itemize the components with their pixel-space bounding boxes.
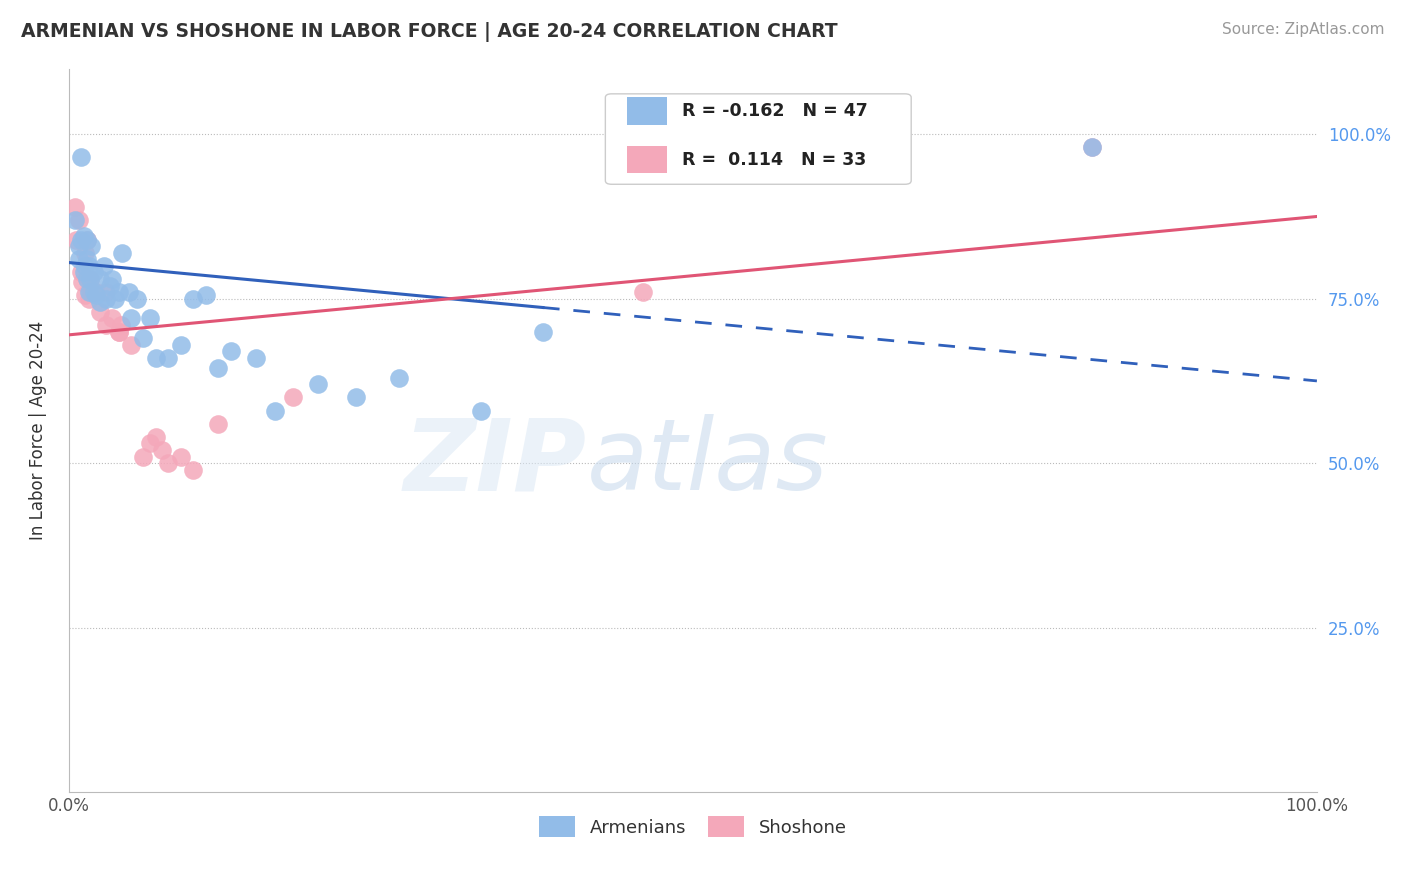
Point xyxy=(307,377,329,392)
Point xyxy=(84,288,107,302)
Point xyxy=(79,272,101,286)
Point xyxy=(183,463,205,477)
Point xyxy=(89,272,111,286)
Point xyxy=(89,305,111,319)
Point xyxy=(219,344,242,359)
Point xyxy=(65,233,87,247)
Point xyxy=(170,337,193,351)
Point xyxy=(283,390,305,404)
Point xyxy=(120,337,142,351)
Text: atlas: atlas xyxy=(586,414,828,511)
Point xyxy=(76,272,98,286)
Point xyxy=(76,252,98,267)
Point xyxy=(94,285,117,300)
Point xyxy=(93,259,115,273)
Point xyxy=(67,212,90,227)
Text: ZIP: ZIP xyxy=(404,414,586,511)
Point xyxy=(76,233,98,247)
Point xyxy=(117,285,139,300)
Text: R =  0.114   N = 33: R = 0.114 N = 33 xyxy=(682,151,866,169)
Point xyxy=(157,351,180,365)
Point xyxy=(67,252,90,267)
Point xyxy=(89,295,111,310)
Point xyxy=(631,285,654,300)
Point xyxy=(110,318,132,332)
Point xyxy=(84,285,107,300)
Point xyxy=(73,288,96,302)
Point xyxy=(145,351,167,365)
Text: Source: ZipAtlas.com: Source: ZipAtlas.com xyxy=(1222,22,1385,37)
Point xyxy=(344,390,367,404)
Point xyxy=(77,292,100,306)
Point xyxy=(80,285,103,300)
Point xyxy=(70,233,93,247)
Point xyxy=(73,245,96,260)
Point xyxy=(72,229,94,244)
Point xyxy=(150,442,173,457)
Point xyxy=(73,259,96,273)
Point xyxy=(207,417,229,431)
Point xyxy=(145,430,167,444)
Point xyxy=(132,331,155,345)
Point xyxy=(1081,140,1104,154)
FancyBboxPatch shape xyxy=(606,94,911,185)
Point xyxy=(470,403,492,417)
Point xyxy=(72,275,94,289)
Point xyxy=(388,370,411,384)
Point xyxy=(76,272,98,286)
Point xyxy=(104,292,127,306)
Point xyxy=(107,325,129,339)
Point xyxy=(98,278,121,293)
Point xyxy=(132,450,155,464)
Point xyxy=(194,288,217,302)
Point xyxy=(67,239,90,253)
Point xyxy=(183,292,205,306)
Point xyxy=(263,403,285,417)
Point xyxy=(101,272,124,286)
Point xyxy=(63,200,86,214)
Point xyxy=(83,265,105,279)
Point xyxy=(170,450,193,464)
Point xyxy=(72,265,94,279)
Point xyxy=(107,325,129,339)
Bar xyxy=(627,146,666,173)
Bar xyxy=(627,97,666,125)
Point xyxy=(1081,140,1104,154)
Point xyxy=(77,259,100,273)
Point xyxy=(70,150,93,164)
Point xyxy=(76,233,98,247)
Point xyxy=(120,311,142,326)
Point xyxy=(138,311,160,326)
Point xyxy=(101,311,124,326)
Text: ARMENIAN VS SHOSHONE IN LABOR FORCE | AGE 20-24 CORRELATION CHART: ARMENIAN VS SHOSHONE IN LABOR FORCE | AG… xyxy=(21,22,838,42)
Point xyxy=(531,325,554,339)
Text: R = -0.162   N = 47: R = -0.162 N = 47 xyxy=(682,103,868,120)
Point xyxy=(83,285,105,300)
Point xyxy=(80,239,103,253)
Point xyxy=(207,360,229,375)
Point xyxy=(63,212,86,227)
Point xyxy=(245,351,267,365)
Legend: Armenians, Shoshone: Armenians, Shoshone xyxy=(531,809,853,845)
Point xyxy=(127,292,149,306)
Point xyxy=(111,245,134,260)
Point xyxy=(94,292,117,306)
Point xyxy=(94,318,117,332)
Point xyxy=(77,285,100,300)
Point xyxy=(138,436,160,450)
Point xyxy=(79,272,101,286)
Point xyxy=(107,285,129,300)
Y-axis label: In Labor Force | Age 20-24: In Labor Force | Age 20-24 xyxy=(30,320,46,540)
Point xyxy=(157,456,180,470)
Point xyxy=(70,265,93,279)
Point xyxy=(83,285,105,300)
